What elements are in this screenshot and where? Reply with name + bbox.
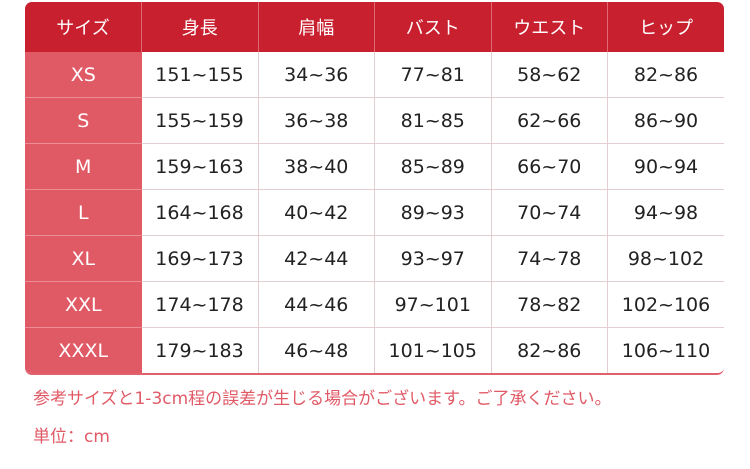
table-row: S 155~159 36~38 81~85 62~66 86~90 xyxy=(25,97,724,144)
column-header: ヒップ xyxy=(607,2,724,52)
size-label: XXXL xyxy=(25,327,142,373)
table-cell: 90~94 xyxy=(607,143,724,190)
table-row: XS 151~155 34~36 77~81 58~62 82~86 xyxy=(25,52,724,98)
table-cell: 179~183 xyxy=(141,327,259,373)
size-label: L xyxy=(25,189,142,236)
column-header: ウエスト xyxy=(491,2,608,52)
column-header: バスト xyxy=(374,2,492,52)
size-chart-table: サイズ 身長 肩幅 バスト ウエスト ヒップ XS 151~155 34~36 77~81 58~… xyxy=(25,2,724,375)
table-cell: 78~82 xyxy=(491,281,608,328)
table-cell: 155~159 xyxy=(141,97,259,144)
table-cell: 40~42 xyxy=(258,189,375,236)
size-label: S xyxy=(25,97,142,144)
table-cell: 42~44 xyxy=(258,235,375,282)
table-cell: 102~106 xyxy=(607,281,724,328)
table-row: XXXL 179~183 46~48 101~105 82~86 106~110 xyxy=(25,327,724,373)
table-cell: 36~38 xyxy=(258,97,375,144)
size-label: M xyxy=(25,143,142,190)
column-header: 身長 xyxy=(141,2,259,52)
table-cell: 58~62 xyxy=(491,52,608,98)
table-cell: 93~97 xyxy=(374,235,492,282)
header-row: サイズ 身長 肩幅 バスト ウエスト ヒップ xyxy=(25,2,724,52)
table-cell: 82~86 xyxy=(607,52,724,98)
table-cell: 46~48 xyxy=(258,327,375,373)
table-cell: 44~46 xyxy=(258,281,375,328)
table-row: XXL 174~178 44~46 97~101 78~82 102~106 xyxy=(25,281,724,328)
table-cell: 77~81 xyxy=(374,52,492,98)
table-cell: 169~173 xyxy=(141,235,259,282)
table-cell: 85~89 xyxy=(374,143,492,190)
table-row: XL 169~173 42~44 93~97 74~78 98~102 xyxy=(25,235,724,282)
table-row: M 159~163 38~40 85~89 66~70 90~94 xyxy=(25,143,724,190)
table-cell: 70~74 xyxy=(491,189,608,236)
table-cell: 66~70 xyxy=(491,143,608,190)
table-cell: 151~155 xyxy=(141,52,259,98)
size-label: XS xyxy=(25,52,142,98)
disclaimer-note: 参考サイズと1-3cm程の誤差が生じる場合がございます。ご了承ください。 xyxy=(33,389,612,409)
table-cell: 98~102 xyxy=(607,235,724,282)
size-label: XXL xyxy=(25,281,142,328)
table-cell: 97~101 xyxy=(374,281,492,328)
size-label: XL xyxy=(25,235,142,282)
column-header: 肩幅 xyxy=(258,2,375,52)
table-cell: 94~98 xyxy=(607,189,724,236)
table-row: L 164~168 40~42 89~93 70~74 94~98 xyxy=(25,189,724,236)
table-cell: 34~36 xyxy=(258,52,375,98)
table-cell: 74~78 xyxy=(491,235,608,282)
table-cell: 89~93 xyxy=(374,189,492,236)
table-cell: 82~86 xyxy=(491,327,608,373)
table-cell: 38~40 xyxy=(258,143,375,190)
table-cell: 164~168 xyxy=(141,189,259,236)
table-cell: 106~110 xyxy=(607,327,724,373)
column-header: サイズ xyxy=(25,2,142,52)
table-cell: 62~66 xyxy=(491,97,608,144)
table-cell: 86~90 xyxy=(607,97,724,144)
table-cell: 81~85 xyxy=(374,97,492,144)
table-cell: 159~163 xyxy=(141,143,259,190)
unit-note: 単位：cm xyxy=(33,427,110,447)
table-cell: 174~178 xyxy=(141,281,259,328)
table-cell: 101~105 xyxy=(374,327,492,373)
